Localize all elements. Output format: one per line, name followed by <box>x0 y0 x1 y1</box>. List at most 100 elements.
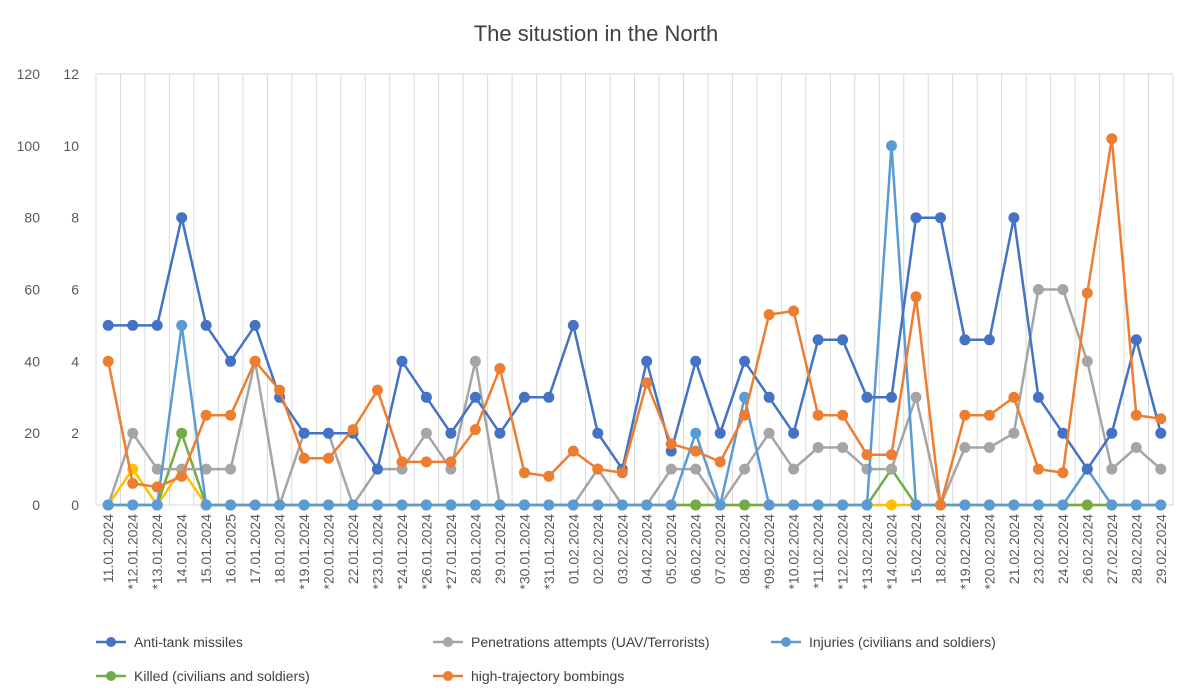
data-point <box>788 305 800 317</box>
x-tick-label: 26.02.2024 <box>1079 514 1095 584</box>
data-point <box>445 456 457 468</box>
data-point <box>420 427 432 439</box>
legend-label: high-trajectory bombings <box>471 668 624 684</box>
data-point <box>518 467 530 479</box>
data-point <box>1057 499 1069 511</box>
data-point <box>420 456 432 468</box>
data-point <box>372 384 383 396</box>
data-point <box>592 463 604 475</box>
data-point <box>910 391 922 403</box>
data-point <box>543 391 555 403</box>
x-tick-label: 29.01.2024 <box>492 514 508 584</box>
y-left-tick-label: 20 <box>24 425 40 441</box>
data-point <box>225 499 237 511</box>
chart-title: The situstion in the North <box>474 21 719 46</box>
data-point <box>739 409 751 421</box>
legend-marker <box>443 637 453 647</box>
y-right-tick-label: 4 <box>71 353 79 369</box>
data-point <box>494 427 506 439</box>
data-point <box>298 499 310 511</box>
data-point <box>690 499 702 511</box>
data-point <box>1081 287 1093 299</box>
x-tick-label: 07.02.2024 <box>712 514 728 584</box>
y-left-tick-label: 60 <box>24 282 40 298</box>
x-tick-label: 02.02.2024 <box>590 514 606 584</box>
x-tick-label: 27.02.2024 <box>1104 514 1120 584</box>
y-left-tick-label: 120 <box>17 66 41 82</box>
data-point <box>249 319 261 331</box>
data-point <box>788 499 800 511</box>
data-point <box>347 424 359 436</box>
data-point <box>396 355 408 367</box>
data-point <box>151 319 163 331</box>
legend-marker <box>781 637 791 647</box>
data-point <box>959 334 971 346</box>
data-point <box>983 499 995 511</box>
legend: Anti-tank missiles Penetrations attempts … <box>96 634 996 684</box>
data-point <box>886 499 897 511</box>
x-tick-label: 24.02.2024 <box>1055 514 1071 584</box>
data-point <box>396 456 408 468</box>
data-point <box>739 355 751 367</box>
data-point <box>714 499 726 511</box>
data-point <box>1130 334 1142 346</box>
data-point <box>714 456 726 468</box>
data-point <box>739 499 751 511</box>
data-point <box>886 449 897 461</box>
data-point <box>788 427 800 439</box>
data-point <box>200 319 212 331</box>
data-point <box>372 499 383 511</box>
data-point <box>420 391 432 403</box>
data-point <box>690 427 702 439</box>
data-point <box>861 499 873 511</box>
data-point <box>616 467 628 479</box>
x-tick-label: 01.02.2024 <box>565 514 581 584</box>
x-tick-label: *14.02.2024 <box>884 514 900 590</box>
x-tick-label: 28.02.2024 <box>1128 514 1144 584</box>
data-point <box>176 212 188 224</box>
data-point <box>1130 409 1142 421</box>
x-tick-label: 22.01.2024 <box>345 514 361 584</box>
x-tick-label: 21.02.2024 <box>1006 514 1022 584</box>
data-point <box>200 499 212 511</box>
data-point <box>567 445 579 457</box>
data-point <box>494 499 506 511</box>
y-left-tick-label: 0 <box>32 497 40 513</box>
x-tick-label: *23.01.2024 <box>370 514 386 590</box>
x-tick-label: 06.02.2024 <box>688 514 704 584</box>
data-point <box>886 463 897 475</box>
x-tick-label: 04.02.2024 <box>639 514 655 584</box>
legend-label: Penetrations attempts (UAV/Terrorists) <box>471 634 710 650</box>
data-point <box>298 452 310 464</box>
data-point <box>323 427 334 439</box>
data-point <box>763 427 775 439</box>
data-point <box>665 499 677 511</box>
data-point <box>127 319 139 331</box>
data-point <box>225 463 237 475</box>
data-point <box>1057 467 1069 479</box>
data-point <box>127 477 139 489</box>
data-point <box>837 334 849 346</box>
data-point <box>641 377 653 389</box>
data-point <box>1032 284 1044 295</box>
data-point <box>690 355 702 367</box>
data-point <box>690 463 702 475</box>
x-tick-label: *20.01.2024 <box>321 514 337 590</box>
data-point <box>494 363 506 374</box>
data-point <box>763 309 775 321</box>
legend-label: Anti-tank missiles <box>134 634 243 650</box>
data-point <box>225 409 237 421</box>
data-point <box>445 499 457 511</box>
data-point <box>861 391 873 403</box>
x-tick-label: 18.02.2024 <box>933 514 949 584</box>
data-point <box>1057 284 1069 295</box>
data-point <box>665 463 677 475</box>
data-point <box>176 319 188 331</box>
x-tick-label: *24.01.2024 <box>394 514 410 590</box>
data-point <box>1130 442 1142 453</box>
x-tick-label: *10.02.2024 <box>786 514 802 590</box>
y-right-tick-label: 8 <box>71 210 79 226</box>
data-point <box>763 391 775 403</box>
data-point <box>249 499 261 511</box>
